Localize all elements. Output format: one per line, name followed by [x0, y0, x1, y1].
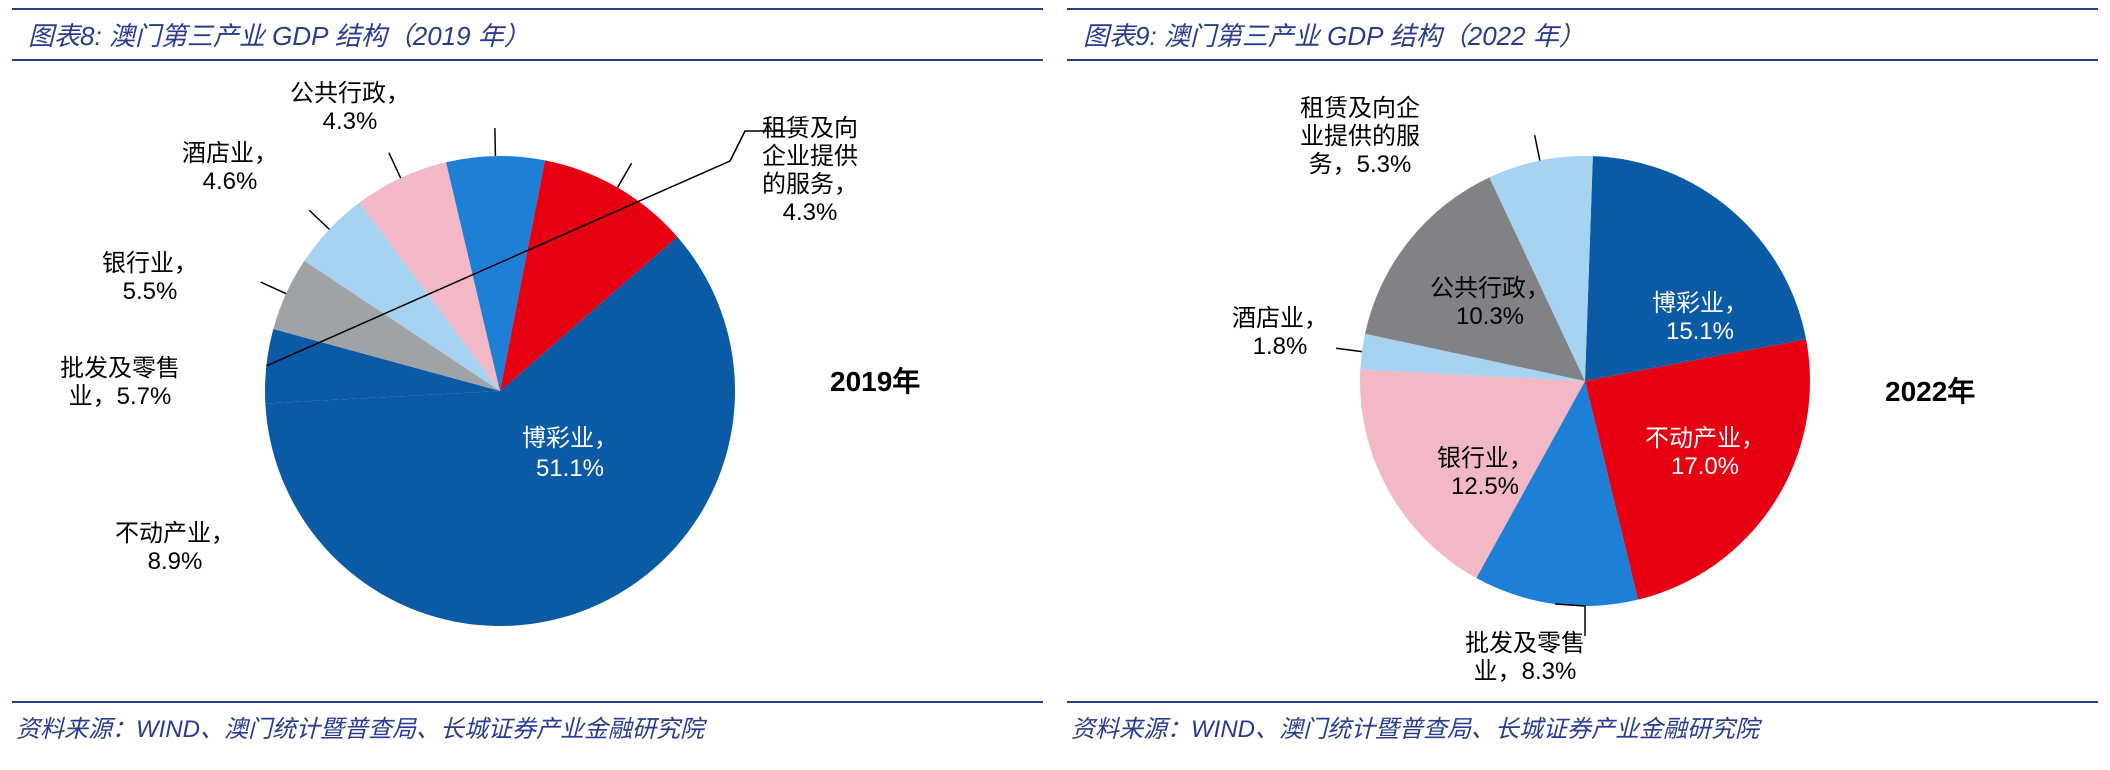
- pie-chart-2019: 博彩业，51.1%租赁及向企业提供的服务，4.3%公共行政，4.3%酒店业，4.…: [0, 61, 1055, 701]
- title-right: 图表9: 澳门第三产业 GDP 结构（2022 年）: [1083, 21, 1585, 51]
- label-银行业: 银行业，12.5%: [1437, 445, 1533, 500]
- title-left: 图表8: 澳门第三产业 GDP 结构（2019 年）: [28, 21, 530, 51]
- panel-2019: 图表8: 澳门第三产业 GDP 结构（2019 年） 博彩业，51.1%租赁及向…: [0, 0, 1055, 770]
- label-银行业: 银行业，5.5%: [102, 250, 198, 305]
- label-不动产业: 不动产业，8.9%: [115, 520, 235, 575]
- leader: [309, 210, 329, 229]
- leader: [495, 128, 496, 156]
- label-租赁及向企业提供的服务: 租赁及向企业提供的服务，5.3%: [1300, 95, 1420, 178]
- leader: [1535, 135, 1540, 160]
- chart-area-left: 博彩业，51.1%租赁及向企业提供的服务，4.3%公共行政，4.3%酒店业，4.…: [0, 61, 1055, 701]
- footer-bar-right: 资料来源：WIND、澳门统计暨普查局、长城证券产业金融研究院: [1067, 701, 2098, 744]
- source-left: 资料来源：WIND、澳门统计暨普查局、长城证券产业金融研究院: [12, 716, 704, 743]
- label-公共行政: 公共行政，4.3%: [290, 80, 410, 135]
- label-博彩业: 博彩业，15.1%: [1652, 290, 1748, 345]
- footer-bar-left: 资料来源：WIND、澳门统计暨普查局、长城证券产业金融研究院: [12, 701, 1043, 744]
- label-批发及零售业: 批发及零售业，5.7%: [60, 355, 180, 410]
- year-label-2022: 2022年: [1885, 375, 1975, 407]
- title-bar-left: 图表8: 澳门第三产业 GDP 结构（2019 年）: [12, 8, 1043, 61]
- label-租赁及向企业提供的服务: 租赁及向企业提供的服务，4.3%: [762, 115, 858, 226]
- label-酒店业: 酒店业，4.6%: [182, 140, 278, 195]
- source-right: 资料来源：WIND、澳门统计暨普查局、长城证券产业金融研究院: [1067, 716, 1759, 743]
- leader: [261, 282, 286, 294]
- title-bar-right: 图表9: 澳门第三产业 GDP 结构（2022 年）: [1067, 8, 2098, 61]
- figure-container: 图表8: 澳门第三产业 GDP 结构（2019 年） 博彩业，51.1%租赁及向…: [0, 0, 2110, 770]
- label-批发及零售业: 批发及零售业，8.3%: [1465, 630, 1585, 685]
- year-label-2019: 2019年: [830, 365, 920, 397]
- leader: [618, 163, 632, 187]
- pie-chart-2022: 博彩业，15.1%不动产业，17.0%银行业，12.5%公共行政，10.3%批发…: [1055, 61, 2110, 701]
- leader: [389, 153, 401, 178]
- leader: [1336, 348, 1362, 351]
- label-酒店业: 酒店业，1.8%: [1232, 305, 1328, 360]
- chart-area-right: 博彩业，15.1%不动产业，17.0%银行业，12.5%公共行政，10.3%批发…: [1055, 61, 2110, 701]
- panel-2022: 图表9: 澳门第三产业 GDP 结构（2022 年） 博彩业，15.1%不动产业…: [1055, 0, 2110, 770]
